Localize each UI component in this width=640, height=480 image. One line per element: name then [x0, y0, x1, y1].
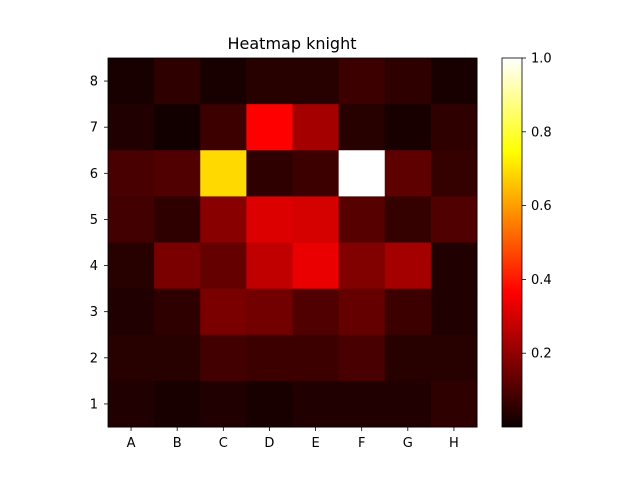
heatmap-cell-h4 — [430, 242, 478, 290]
heatmap-cell-e8 — [292, 58, 340, 105]
y-axis: 8 7 6 5 4 3 2 1 — [90, 75, 108, 412]
colorbar-tick-label: 0.8 — [531, 125, 552, 140]
heatmap-cell-f6 — [338, 150, 386, 197]
heatmap-cell-f4 — [338, 242, 386, 290]
heatmap-cell-h5 — [430, 196, 478, 244]
heatmap-cell-a8 — [108, 58, 155, 105]
colorbar — [501, 57, 523, 428]
heatmap-cell-b6 — [154, 150, 201, 197]
heatmap-cell-a6 — [108, 150, 155, 197]
y-tick-label: 8 — [90, 75, 98, 90]
heatmap-cell-e2 — [292, 334, 340, 382]
heatmap-cell-d3 — [246, 288, 294, 336]
colorbar-axis: 0.2 0.4 0.6 0.8 1.0 — [522, 52, 552, 362]
heatmap-cell-f2 — [338, 334, 386, 382]
heatmap-cell-d6 — [246, 150, 294, 197]
heatmap-cell-h8 — [430, 58, 478, 105]
x-tick-label: E — [311, 436, 319, 451]
plot-frame — [107, 57, 478, 428]
x-tick-label: A — [127, 436, 136, 451]
heatmap-cell-e6 — [292, 150, 340, 197]
heatmap-cell-b2 — [154, 334, 201, 382]
heatmap-cell-g3 — [384, 288, 432, 336]
heatmap-cell-a7 — [108, 104, 155, 151]
x-tick-label: B — [173, 436, 182, 451]
heatmap-cell-f7 — [338, 104, 386, 151]
heatmap-cell-h3 — [430, 288, 478, 336]
heatmap-cell-b1 — [154, 380, 201, 428]
heatmap-cell-d8 — [246, 58, 294, 105]
heatmap-cell-f8 — [338, 58, 386, 105]
heatmap-cell-g7 — [384, 104, 432, 151]
heatmap-cell-c3 — [200, 288, 247, 336]
heatmap-cell-a3 — [108, 288, 155, 336]
heatmap-cell-b4 — [154, 242, 201, 290]
y-tick-label: 5 — [90, 213, 98, 228]
heatmap-cell-c1 — [200, 380, 247, 428]
y-tick-label: 3 — [90, 305, 98, 320]
heatmap-cell-h7 — [430, 104, 478, 151]
heatmap-cell-d4 — [246, 242, 294, 290]
heatmap-cell-g4 — [384, 242, 432, 290]
y-tick-label: 1 — [90, 397, 98, 412]
heatmap-cell-h6 — [430, 150, 478, 197]
heatmap-cell-c2 — [200, 334, 247, 382]
heatmap-cell-d1 — [246, 380, 294, 428]
chart-title: Heatmap knight — [227, 34, 356, 53]
heatmap-cell-d2 — [246, 334, 294, 382]
heatmap-cells — [108, 58, 478, 428]
colorbar-tick-label: 0.6 — [531, 199, 552, 214]
heatmap-cell-f3 — [338, 288, 386, 336]
heatmap-cell-d5 — [246, 196, 294, 244]
heatmap-cell-c7 — [200, 104, 247, 151]
heatmap-cell-c6 — [200, 150, 247, 197]
heatmap-cell-e3 — [292, 288, 340, 336]
heatmap-cell-g1 — [384, 380, 432, 428]
heatmap-cell-g5 — [384, 196, 432, 244]
heatmap-cell-b3 — [154, 288, 201, 336]
heatmap-cell-g6 — [384, 150, 432, 197]
heatmap-cell-a5 — [108, 196, 155, 244]
heatmap-cell-a1 — [108, 380, 155, 428]
x-tick-label: H — [449, 436, 459, 451]
heatmap-cell-c4 — [200, 242, 247, 290]
x-tick-label: C — [219, 436, 228, 451]
x-tick-label: G — [403, 436, 413, 451]
colorbar-tick-label: 0.4 — [531, 273, 552, 288]
y-tick-label: 2 — [90, 351, 98, 366]
heatmap-cell-b5 — [154, 196, 201, 244]
colorbar-tick-label: 0.2 — [531, 347, 552, 362]
heatmap-cell-f5 — [338, 196, 386, 244]
colorbar-tick-label: 1.0 — [531, 52, 552, 67]
y-tick-label: 6 — [90, 167, 98, 182]
heatmap-cell-e1 — [292, 380, 340, 428]
heatmap-cell-d7 — [246, 104, 294, 151]
heatmap-cell-e7 — [292, 104, 340, 151]
heatmap-cell-g8 — [384, 58, 432, 105]
heatmap-cell-a2 — [108, 334, 155, 382]
y-tick-label: 4 — [90, 259, 98, 274]
heatmap-cell-b7 — [154, 104, 201, 151]
x-tick-label: D — [264, 436, 274, 451]
x-axis: A B C D E F G H — [127, 427, 459, 451]
heatmap-cell-c5 — [200, 196, 247, 244]
y-tick-label: 7 — [90, 121, 98, 136]
heatmap-cell-a4 — [108, 242, 155, 290]
x-tick-label: F — [358, 436, 365, 451]
heatmap-cell-c8 — [200, 58, 247, 105]
heatmap-cell-f1 — [338, 380, 386, 428]
heatmap-cell-h1 — [430, 380, 478, 428]
heatmap-cell-e4 — [292, 242, 340, 290]
heatmap-cell-e5 — [292, 196, 340, 244]
heatmap-cell-h2 — [430, 334, 478, 382]
heatmap-cell-g2 — [384, 334, 432, 382]
heatmap-cell-b8 — [154, 58, 201, 105]
